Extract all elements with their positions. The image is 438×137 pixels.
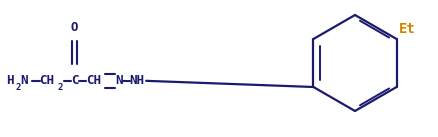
Text: N: N	[115, 74, 122, 87]
Text: Et: Et	[398, 22, 415, 36]
Text: NH: NH	[129, 74, 144, 87]
Text: 2: 2	[15, 83, 21, 92]
Text: H: H	[7, 74, 14, 87]
Text: O: O	[71, 21, 78, 34]
Text: CH: CH	[39, 74, 54, 87]
Text: N: N	[21, 74, 28, 87]
Text: 2: 2	[57, 83, 62, 92]
Text: CH: CH	[86, 74, 101, 87]
Text: C: C	[71, 74, 78, 87]
